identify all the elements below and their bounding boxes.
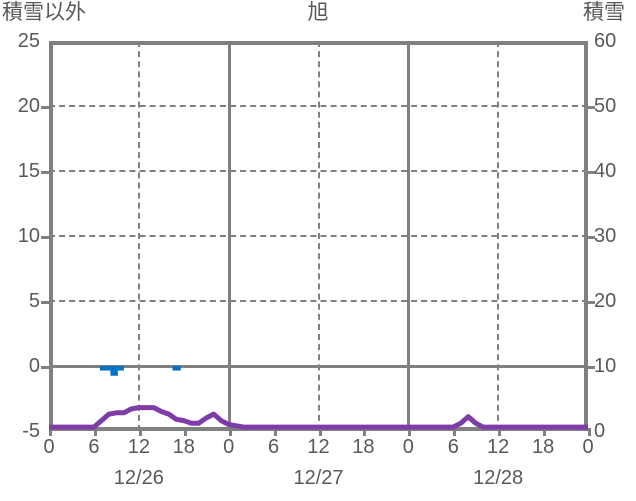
chart-title: 旭 — [307, 1, 329, 24]
x-axis-tick-mark — [588, 428, 591, 436]
x-axis-tick-label: 6 — [88, 436, 100, 458]
y-axis-left-tick-mark — [41, 236, 49, 239]
x-axis-tick-label: 12 — [127, 436, 150, 458]
x-axis-tick-label: 12 — [487, 436, 510, 458]
y-axis-right-tick: 50 — [594, 95, 617, 117]
y-axis-left-tick: 15 — [17, 160, 40, 182]
precipitation-bar — [99, 366, 111, 371]
x-axis-tick-mark — [138, 428, 142, 436]
y-axis-left-tick: 10 — [17, 225, 40, 247]
y-axis-right-tick-mark — [587, 366, 595, 369]
snow-depth-line — [49, 405, 588, 430]
y-axis-right-tick-mark — [587, 236, 595, 239]
series-layer — [49, 366, 588, 430]
x-axis-tick-label: 6 — [447, 436, 459, 458]
y-axis-right-tick: 10 — [594, 355, 617, 377]
precipitation-bar — [172, 366, 181, 371]
x-axis-tick-mark — [93, 428, 97, 436]
plot-area — [49, 41, 588, 431]
x-axis-tick-mark — [318, 428, 322, 436]
y-axis-left-tick-mark — [41, 106, 49, 109]
y-axis-right-tick: 20 — [594, 290, 617, 312]
x-axis-date-label: 12/26 — [113, 467, 164, 489]
gridline-vertical — [497, 41, 500, 431]
x-axis-tick-label: 0 — [43, 436, 55, 458]
gridline-day-boundary — [227, 41, 231, 431]
x-axis-tick-label: 18 — [172, 436, 195, 458]
x-axis-tick-label: 0 — [402, 436, 414, 458]
x-axis-tick-mark — [498, 428, 502, 436]
precipitation-bar — [110, 366, 118, 376]
left-axis-unit-label: 積雪以外 — [2, 1, 86, 24]
x-axis-tick-mark — [228, 428, 232, 436]
x-axis-tick-mark — [273, 428, 277, 436]
gridline-vertical — [137, 41, 140, 431]
x-axis-tick-mark — [408, 428, 412, 436]
x-axis-tick-mark — [183, 428, 187, 436]
y-axis-right-tick-mark — [587, 171, 595, 174]
x-axis-date-label: 12/27 — [293, 467, 344, 489]
x-axis-tick-mark — [543, 428, 547, 436]
x-axis-tick-mark — [363, 428, 367, 436]
y-axis-right-tick: 40 — [594, 160, 617, 182]
y-axis-left-tick: 5 — [28, 290, 40, 312]
gridline-day-boundary — [407, 41, 411, 431]
y-axis-left-tick: 20 — [17, 95, 40, 117]
y-axis-right-tick-mark — [587, 106, 595, 109]
x-axis-tick-label: 12 — [307, 436, 330, 458]
y-axis-left-tick-mark — [41, 301, 49, 304]
y-axis-left-tick-mark — [41, 366, 49, 369]
x-axis-tick-mark — [49, 428, 52, 436]
x-axis-date-label: 12/28 — [473, 467, 524, 489]
x-axis-tick-label: 0 — [223, 436, 235, 458]
x-axis-tick-label: 6 — [268, 436, 280, 458]
precipitation-bars — [99, 366, 181, 376]
x-axis-tick-label: 18 — [531, 436, 555, 458]
y-axis-left-tick: 25 — [17, 30, 40, 52]
y-axis-left-tick: -5 — [22, 420, 40, 442]
y-axis-right-tick: 0 — [594, 420, 606, 442]
y-axis-right-tick: 30 — [594, 225, 617, 247]
precipitation-bar — [117, 366, 124, 371]
right-axis-unit-label: 積雪 — [583, 1, 625, 24]
y-axis-left-tick-mark — [41, 171, 49, 174]
x-axis-tick-mark — [453, 428, 457, 436]
y-axis-left-tick: 0 — [28, 355, 40, 377]
x-axis-tick-label: 18 — [352, 436, 375, 458]
y-axis-right-tick: 60 — [594, 30, 617, 52]
y-axis-right-tick-mark — [587, 301, 595, 304]
x-axis-tick-label: 0 — [582, 436, 594, 458]
gridline-vertical — [317, 41, 320, 431]
